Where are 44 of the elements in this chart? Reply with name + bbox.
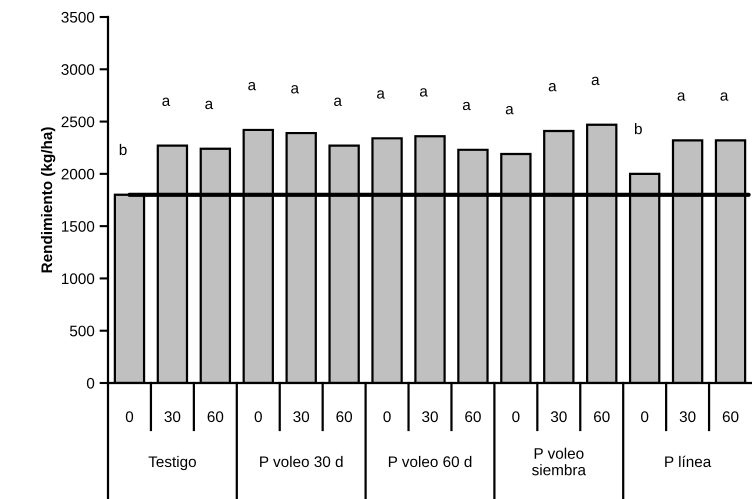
data-label: a: [377, 90, 385, 99]
y-tick-label: 3500: [61, 12, 94, 23]
data-label: a: [720, 92, 728, 101]
x-tick-label: 0: [641, 411, 648, 422]
y-tick-label: 1500: [62, 221, 94, 232]
text: P línea: [665, 456, 712, 468]
data-label: a: [334, 98, 342, 106]
x-tick-label: 60: [465, 411, 481, 422]
text: Testigo: [148, 456, 196, 470]
x-tick-label: 30: [680, 411, 696, 422]
y-tick-label: 2500: [62, 116, 94, 128]
data-label: b: [634, 123, 642, 134]
data-label: a: [205, 100, 214, 110]
x-tick-label: 30: [164, 411, 180, 422]
x-tick-label: 30: [422, 411, 438, 422]
y-tick-label: 2000: [62, 168, 94, 180]
data-label: b: [120, 144, 127, 156]
data-label: a: [248, 82, 256, 90]
y-tick-label: 1000: [62, 273, 94, 284]
x-tick-label: 0: [383, 411, 391, 422]
data-label: a: [592, 76, 600, 86]
data-label: a: [506, 106, 514, 114]
data-label: a: [462, 102, 471, 110]
x-tick-label: 60: [208, 411, 224, 422]
x-tick-label: 0: [254, 411, 262, 422]
x-tick-label: 60: [722, 411, 738, 422]
x-tick-label: 0: [126, 411, 134, 422]
y-tick-label: 500: [70, 326, 94, 336]
data-label: a: [548, 82, 557, 92]
y-tick-label: 0: [86, 378, 94, 389]
text: P voleo 60 d: [388, 456, 472, 468]
data-label: a: [678, 92, 686, 101]
x-tick-label: 30: [550, 411, 567, 422]
text: P voleo 30 d: [260, 456, 343, 468]
x-tick-label: 60: [594, 411, 610, 422]
x-tick-label: 60: [336, 411, 352, 422]
data-label: a: [420, 88, 428, 97]
y-tick-label: 3000: [61, 64, 94, 75]
data-label: a: [291, 85, 300, 94]
text: P voleo siembra: [532, 448, 586, 476]
x-tick-label: 0: [512, 411, 520, 422]
data-label: a: [162, 98, 170, 106]
y-axis-title: Rendimiento (kg/ha): [40, 127, 56, 272]
x-tick-label: 30: [293, 411, 310, 422]
